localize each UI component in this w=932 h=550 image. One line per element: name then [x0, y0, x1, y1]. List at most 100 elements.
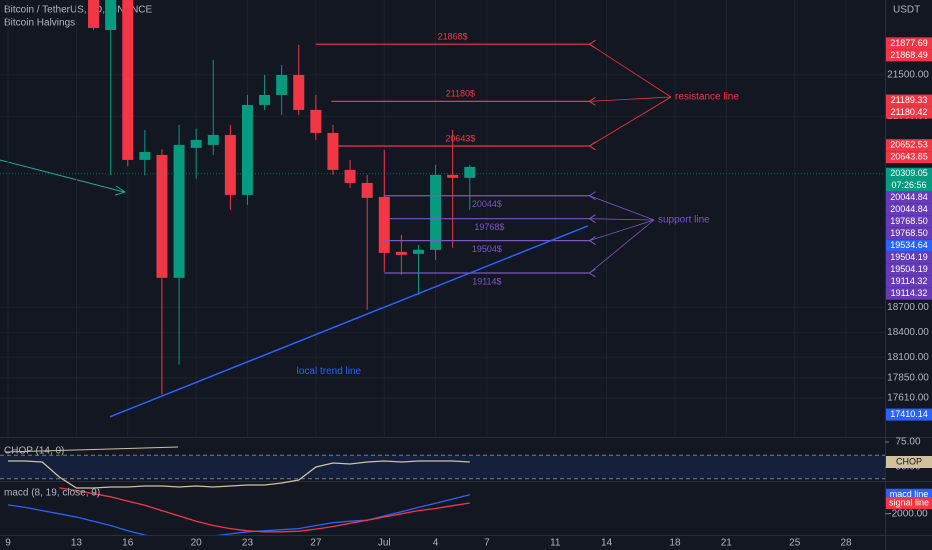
price-tag-label: 17410.14: [890, 409, 928, 419]
candle-body: [139, 151, 151, 160]
price-tag: [886, 239, 932, 252]
price-tag-label: 19534.64: [890, 240, 928, 250]
price-tag-label: 20044.84: [890, 204, 928, 214]
candle-body: [430, 174, 442, 250]
candle-body: [361, 182, 373, 198]
support-level-label: 20044$: [472, 199, 502, 209]
support-callout: support line: [658, 215, 710, 226]
y-tick-label: 18400.00: [887, 327, 929, 338]
candle-body: [241, 104, 253, 195]
y-tick-label: 17610.00: [887, 393, 929, 404]
price-tag: [886, 49, 932, 62]
x-tick-label: 21: [721, 538, 733, 549]
candle-body: [395, 251, 407, 255]
x-tick-label: 9: [5, 538, 11, 549]
callout-line: [589, 219, 655, 241]
price-tag: [886, 151, 932, 164]
x-tick-label: 18: [669, 538, 681, 549]
candle-body: [156, 154, 168, 278]
x-tick-label: 14: [601, 538, 613, 549]
pane-title: CHOP (14, 0): [4, 446, 64, 457]
series-line: [59, 487, 470, 533]
price-tag: [886, 106, 932, 119]
price-tag-label: 21189.33: [891, 95, 928, 105]
candle-body: [344, 169, 356, 183]
support-level-label: 19768$: [474, 222, 504, 232]
y-tick-label: 18100.00: [887, 352, 929, 363]
price-tag: [886, 203, 932, 216]
resistance-level-label: 20643$: [445, 133, 475, 143]
callout-line: [589, 96, 672, 102]
x-tick-label: 23: [242, 538, 254, 549]
callout-line: [589, 43, 672, 98]
price-tag-label: 21868.49: [890, 50, 928, 60]
drawn-line: [4, 446, 179, 453]
candle-body: [293, 74, 305, 110]
price-pane: [0, 0, 885, 437]
price-tag-label: 19768.50: [890, 216, 928, 226]
x-tick-label: Jul: [378, 538, 391, 549]
pane-title: macd (8, 19, close, 9): [4, 488, 100, 499]
price-tag: [886, 275, 932, 288]
candle-body: [464, 166, 476, 178]
price-tag-label: 21877.69: [890, 38, 928, 48]
x-tick-label: 11: [550, 538, 561, 549]
arrow-head: [114, 185, 127, 196]
price-tag-label: 20643.85: [890, 152, 928, 162]
series-line: [8, 460, 470, 489]
y-tick-label: 18700.00: [887, 302, 929, 313]
resistance-level-label: 21180$: [446, 89, 475, 99]
price-tag-label: 19114.32: [891, 276, 928, 286]
price-tag-label: 19504.19: [890, 252, 928, 262]
price-tag-label: 20309.05: [890, 168, 928, 178]
series-tag: [886, 456, 932, 468]
price-tag: [886, 408, 932, 421]
resistance-callout: resistance line: [675, 92, 739, 103]
x-tick-label: 28: [840, 538, 852, 549]
price-tag: [886, 263, 932, 276]
candle-body: [327, 132, 339, 170]
price-tag: [886, 37, 932, 50]
price-tag: [886, 215, 932, 228]
candle-body: [105, 0, 117, 30]
price-tag: [886, 94, 932, 107]
trend-line-label: local trend line: [297, 366, 362, 377]
price-tag-label: 19114.32: [891, 288, 928, 298]
support-level-label: 19114$: [472, 276, 501, 286]
candle-body: [276, 74, 288, 95]
y-tick-label: 21500.00: [887, 69, 929, 80]
price-tag: [886, 227, 932, 240]
indicator-title: Bitcoin Halvings: [4, 18, 75, 29]
series-tag-label: CHOP: [896, 456, 922, 466]
symbol-title: Bitcoin / TetherUS, 1D, BINANCE: [4, 5, 153, 16]
support-level-label: 19504$: [472, 244, 502, 254]
countdown: 07:26:56: [891, 180, 926, 190]
x-tick-label: 13: [71, 538, 83, 549]
price-tag-label: 19504.19: [890, 264, 928, 274]
price-tag: [886, 191, 932, 204]
callout-line: [589, 218, 655, 221]
price-tag-label: 20652.53: [890, 140, 928, 150]
candle-body: [88, 0, 100, 28]
callout-line: [589, 96, 672, 147]
price-tag: [886, 287, 932, 300]
overlay: 91316202327Jul4711141821252821500.002100…: [4, 32, 932, 549]
candle-body: [259, 94, 271, 105]
candle-body: [190, 139, 202, 148]
x-tick-label: 27: [310, 538, 322, 549]
price-tag-label: 21180.42: [891, 107, 928, 117]
price-tag-label: 20044.84: [890, 192, 928, 202]
x-tick-label: 7: [484, 538, 490, 549]
callout-line: [589, 195, 655, 221]
price-tag-label: 19768.50: [890, 228, 928, 238]
price-tag: [886, 139, 932, 152]
candle-body: [447, 174, 459, 178]
trend-line: [109, 225, 589, 418]
drawn-arrow: [0, 159, 125, 193]
band-fill: [0, 455, 885, 479]
resistance-level-label: 21868$: [438, 32, 468, 42]
y-tick-label: 17850.00: [887, 373, 929, 384]
candle-body: [207, 134, 219, 145]
candle-body: [310, 109, 322, 133]
